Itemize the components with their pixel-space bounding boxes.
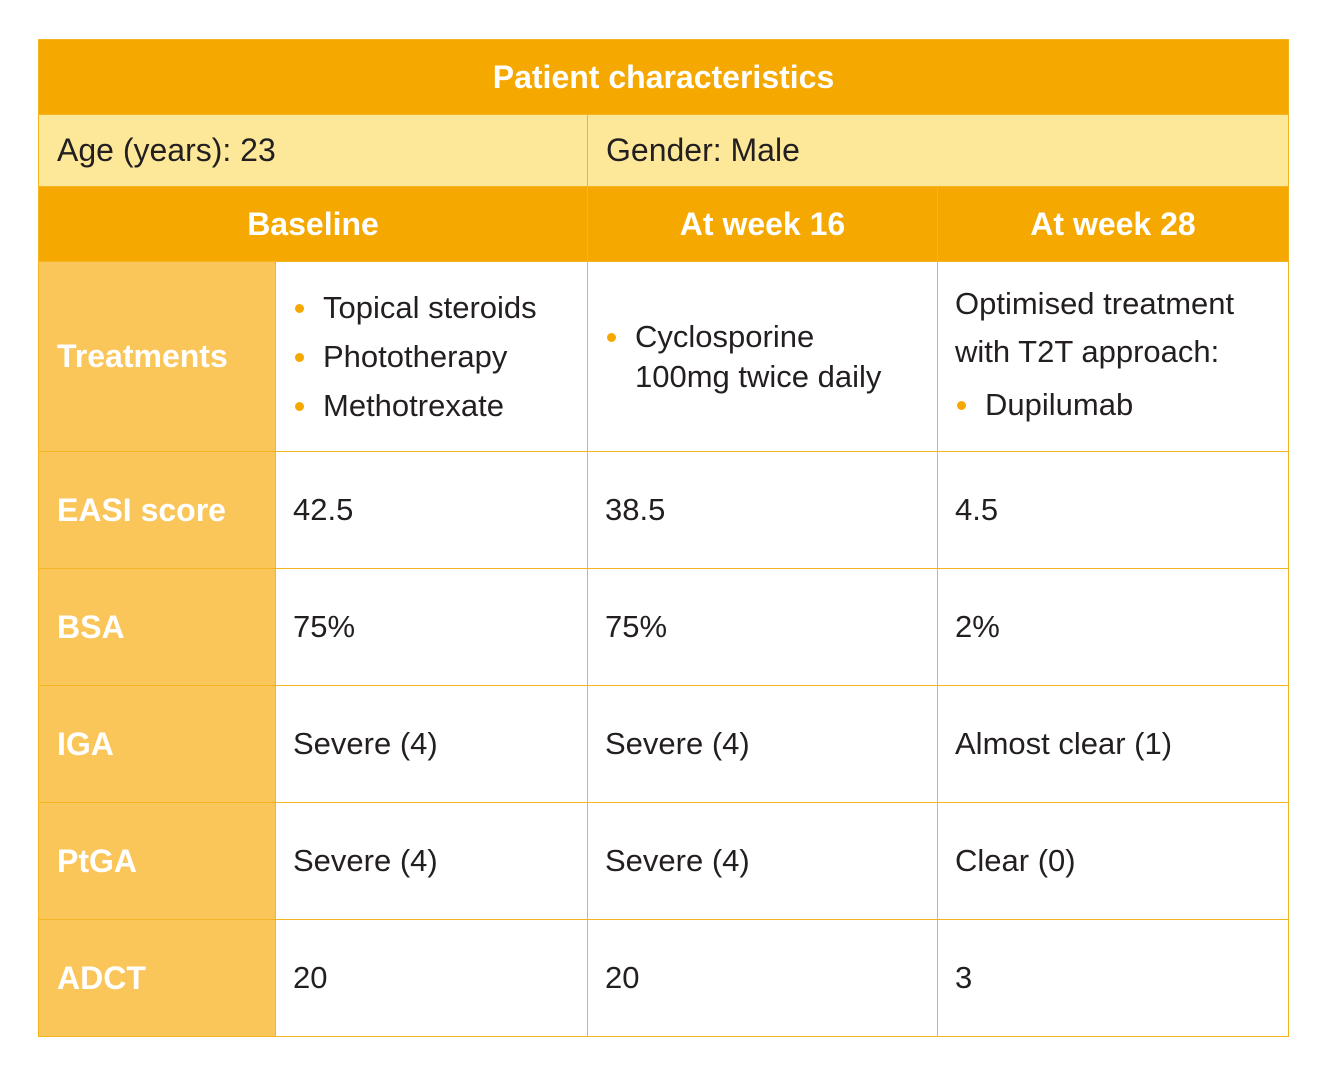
bullet-icon xyxy=(295,352,304,362)
cell-week16: 38.5 xyxy=(587,451,938,569)
bullet-icon xyxy=(295,303,304,313)
cell-baseline: Severe (4) xyxy=(275,802,588,920)
bullet-icon xyxy=(295,401,304,411)
treatment-list-baseline: Topical steroids Phototherapy Methotrexa… xyxy=(293,288,587,426)
treatments-baseline: Topical steroids Phototherapy Methotrexa… xyxy=(275,261,588,452)
table-title: Patient characteristics xyxy=(38,39,1289,115)
cell-week16: Severe (4) xyxy=(587,685,938,803)
table-row: IGA Severe (4) Severe (4) Almost clear (… xyxy=(38,685,1289,803)
bullet-icon xyxy=(607,332,616,342)
treatment-list-week16: Cyclosporine 100mg twice daily xyxy=(605,317,937,397)
row-label: EASI score xyxy=(38,451,276,569)
row-label: BSA xyxy=(38,568,276,686)
header-week16: At week 16 xyxy=(587,186,938,262)
treatment-text: Cyclosporine 100mg twice daily xyxy=(635,318,882,394)
cell-week28: Almost clear (1) xyxy=(937,685,1289,803)
treatment-intro-line1: Optimised treatment xyxy=(955,285,1235,321)
treatment-list-week28: Dupilumab xyxy=(955,385,1288,425)
cell-week16: 75% xyxy=(587,568,938,686)
list-item: Phototherapy xyxy=(293,337,587,377)
cell-baseline: 42.5 xyxy=(275,451,588,569)
header-baseline: Baseline xyxy=(38,186,588,262)
patient-table: Patient characteristics Age (years): 23 … xyxy=(38,39,1289,1037)
treatments-week16: Cyclosporine 100mg twice daily xyxy=(587,261,938,452)
cell-week28: 2% xyxy=(937,568,1289,686)
treatments-week28: Optimised treatment with T2T approach: D… xyxy=(937,261,1289,452)
row-label: ADCT xyxy=(38,919,276,1037)
treatment-text: Phototherapy xyxy=(323,338,508,374)
cell-week16: 20 xyxy=(587,919,938,1037)
table-row: ADCT 20 20 3 xyxy=(38,919,1289,1037)
table-row: EASI score 42.5 38.5 4.5 xyxy=(38,451,1289,569)
treatment-text: Topical steroids xyxy=(323,289,537,325)
list-item: Dupilumab xyxy=(955,385,1288,425)
list-item: Cyclosporine 100mg twice daily xyxy=(605,317,900,397)
bullet-icon xyxy=(957,400,966,410)
treatments-row: Treatments Topical steroids Phototherapy… xyxy=(38,261,1289,452)
row-label-treatments: Treatments xyxy=(38,261,276,452)
cell-week28: Clear (0) xyxy=(937,802,1289,920)
row-label: PtGA xyxy=(38,802,276,920)
table-row: BSA 75% 75% 2% xyxy=(38,568,1289,686)
list-item: Topical steroids xyxy=(293,288,587,328)
cell-baseline: 20 xyxy=(275,919,588,1037)
gender-cell: Gender: Male xyxy=(587,114,1289,187)
cell-week28: 3 xyxy=(937,919,1289,1037)
list-item: Methotrexate xyxy=(293,386,587,426)
cell-baseline: 75% xyxy=(275,568,588,686)
treatment-text: Dupilumab xyxy=(985,386,1134,422)
row-label: IGA xyxy=(38,685,276,803)
age-cell: Age (years): 23 xyxy=(38,114,588,187)
treatment-text: Methotrexate xyxy=(323,387,504,423)
cell-baseline: Severe (4) xyxy=(275,685,588,803)
cell-week16: Severe (4) xyxy=(587,802,938,920)
table-row: PtGA Severe (4) Severe (4) Clear (0) xyxy=(38,802,1289,920)
treatment-intro-line2: with T2T approach: xyxy=(955,333,1220,369)
cell-week28: 4.5 xyxy=(937,451,1289,569)
header-week28: At week 28 xyxy=(937,186,1289,262)
